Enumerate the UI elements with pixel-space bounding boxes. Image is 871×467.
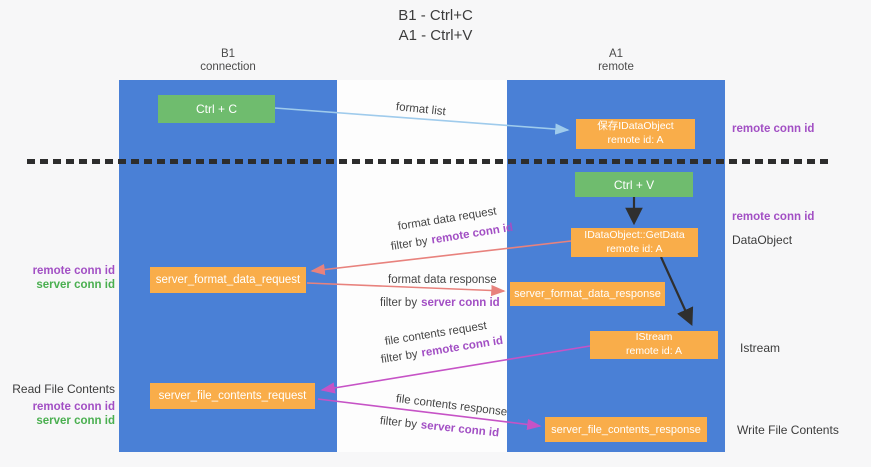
annotation-write-file-contents: Write File Contents [737,423,839,437]
lane-b1-role: connection [200,61,256,73]
node-server-file-contents-response: server_file_contents_response [545,417,707,442]
diagram-title: B1 - Ctrl+C A1 - Ctrl+V [0,6,871,46]
node-save-idataobject-line2: remote id: A [607,134,664,146]
filter-by-text: filter by [380,297,418,309]
lane-header-b1: B1 connection [119,48,337,74]
annotation-remote-conn-id-top-right: remote conn id [732,123,815,135]
annotation-server-conn-id-top-left: server conn id [36,279,115,291]
diagram-title-line1: B1 - Ctrl+C [398,7,473,24]
node-idataobject-getdata-line1: IDataObject::GetData [584,228,685,241]
lane-a1-role: remote [598,61,634,73]
annotation-remote-conn-id-bottom-left: remote conn id [32,401,115,413]
annotation-remote-conn-id-mid-right: remote conn id [732,211,815,223]
node-istream-line2: remote id: A [625,345,683,357]
node-istream-line1: IStream [635,331,673,344]
lane-header-a1: A1 remote [507,48,725,74]
node-ctrl-v: Ctrl + V [575,172,693,197]
annotation-remote-conn-id-top-left: remote conn id [32,265,115,277]
diagram-title-line2: A1 - Ctrl+V [398,27,473,44]
node-ctrl-c-label: Ctrl + C [195,102,237,116]
node-idataobject-getdata: IDataObject::GetData remote id: A [571,228,698,257]
node-save-idataobject: 保存IDataObject remote id: A [576,119,695,149]
node-ctrl-c: Ctrl + C [158,95,275,123]
node-server-format-data-request: server_format_data_request [150,267,306,293]
label-filter-by-server-1: filter by server conn id [380,297,500,309]
lane-a1-name: A1 [608,48,624,60]
label-format-data-response: format data response [388,274,497,286]
node-ctrl-v-label: Ctrl + V [613,177,655,192]
node-server-file-contents-response-label: server_file_contents_response [551,423,701,436]
node-server-format-data-response: server_format_data_response [510,282,665,306]
clipboard-boundary-dashed-line [27,159,833,164]
node-idataobject-getdata-line2: remote id: A [606,242,663,255]
annotation-dataobject: DataObject [732,233,793,247]
node-server-file-contents-request-label: server_file_contents_request [158,390,307,402]
node-server-format-data-request-label: server_format_data_request [155,274,301,286]
node-save-idataobject-line1: 保存IDataObject [597,120,674,133]
lane-b1-name: B1 [220,48,236,60]
node-server-file-contents-request: server_file_contents_request [150,383,315,409]
node-istream: IStream remote id: A [590,331,718,359]
annotation-istream: Istream [740,341,781,355]
node-server-format-data-response-label: server_format_data_response [514,288,661,300]
annotation-server-conn-id-bottom-left: server conn id [36,415,115,427]
server-conn-id-text: server conn id [421,297,500,309]
annotation-read-file-contents: Read File Contents [12,382,115,396]
